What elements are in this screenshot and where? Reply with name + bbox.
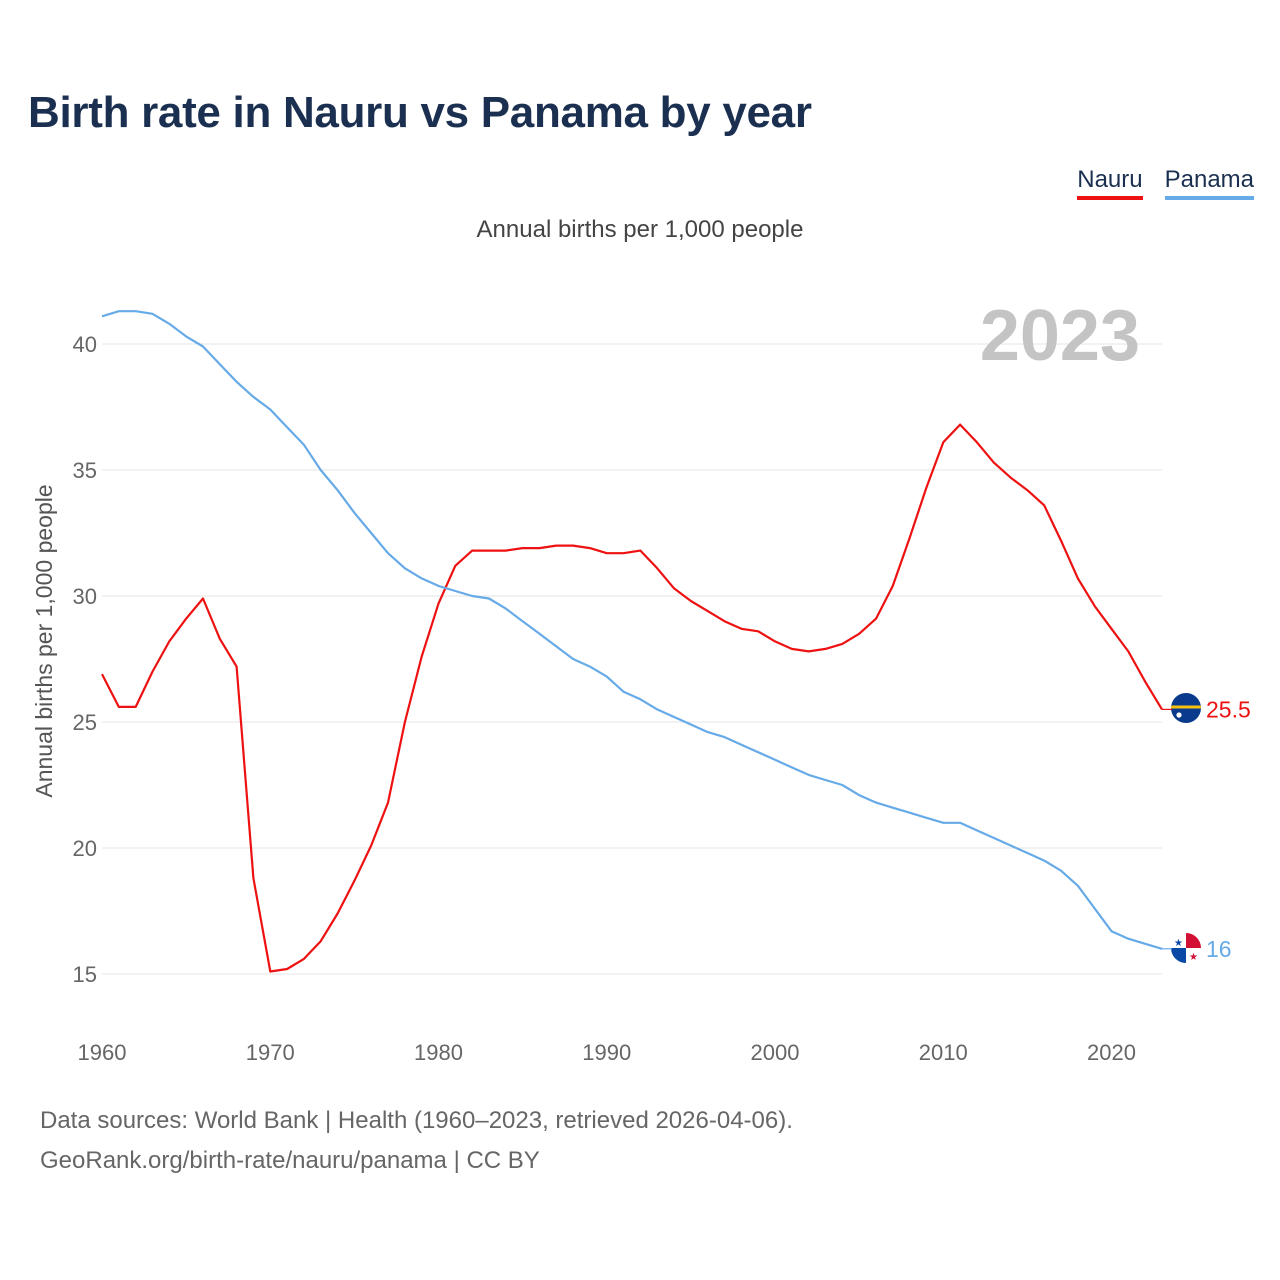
y-axis-ticks: 15 20 25 30 35 40 bbox=[73, 332, 97, 987]
svg-text:★: ★ bbox=[1189, 952, 1198, 963]
y-tick-label: 35 bbox=[73, 458, 97, 483]
series-line-nauru[interactable] bbox=[101, 423, 1163, 973]
x-tick-label: 2010 bbox=[919, 1040, 968, 1065]
legend-item-nauru[interactable]: Nauru bbox=[1077, 166, 1143, 200]
x-axis-ticks: 1960 1970 1980 1990 2000 2010 2020 bbox=[78, 1040, 1136, 1065]
chart-title: Birth rate in Nauru vs Panama by year bbox=[28, 88, 812, 137]
panama-flag-icon: ★ ★ bbox=[1171, 933, 1201, 963]
legend: Nauru Panama bbox=[1077, 166, 1254, 200]
end-value-labels: 25.5 16 bbox=[1162, 696, 1251, 962]
y-tick-label: 15 bbox=[73, 962, 97, 987]
y-tick-label: 25 bbox=[73, 710, 97, 735]
end-label-panama: 16 bbox=[1206, 936, 1232, 962]
series-line-panama[interactable] bbox=[101, 310, 1163, 950]
series-lines bbox=[101, 310, 1163, 973]
y-tick-label: 40 bbox=[73, 332, 97, 357]
footer-url: GeoRank.org/birth-rate/nauru/panama | CC… bbox=[40, 1147, 540, 1174]
legend-item-panama[interactable]: Panama bbox=[1164, 166, 1254, 200]
x-tick-label: 2020 bbox=[1087, 1040, 1136, 1065]
chart-subtitle: Annual births per 1,000 people bbox=[476, 216, 804, 243]
svg-text:★: ★ bbox=[1174, 938, 1183, 949]
y-tick-label: 20 bbox=[73, 836, 97, 861]
end-label-nauru: 25.5 bbox=[1206, 696, 1251, 722]
y-tick-label: 30 bbox=[73, 584, 97, 609]
y-axis-label: Annual births per 1,000 people bbox=[31, 484, 57, 797]
nauru-flag-icon bbox=[1171, 693, 1201, 723]
x-tick-label: 2000 bbox=[751, 1040, 800, 1065]
footer-source: Data sources: World Bank | Health (1960–… bbox=[40, 1107, 793, 1134]
x-tick-label: 1960 bbox=[78, 1040, 127, 1065]
x-tick-label: 1990 bbox=[582, 1040, 631, 1065]
x-tick-label: 1980 bbox=[414, 1040, 463, 1065]
grid-lines bbox=[102, 343, 1162, 975]
x-tick-label: 1970 bbox=[246, 1040, 295, 1065]
current-year-label: 2023 bbox=[980, 296, 1140, 376]
